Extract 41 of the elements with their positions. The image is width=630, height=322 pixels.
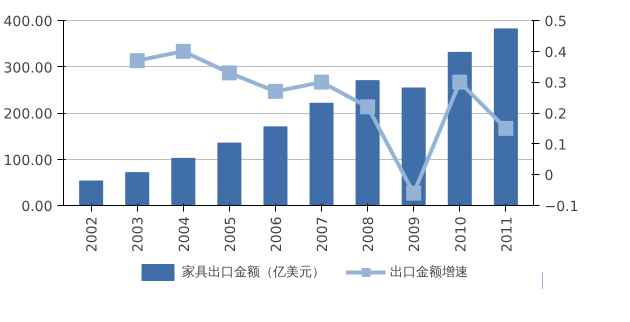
point (452, 74, 468, 90)
y2-tick-label: 0 (544, 168, 554, 184)
y-tick-label: 200.00 (4, 106, 53, 122)
x-tick-label: 2006 (268, 216, 285, 252)
point (498, 120, 514, 136)
point (222, 65, 237, 80)
y-tick-label: 400.00 (4, 14, 53, 30)
x-tick-label: 2003 (130, 216, 147, 252)
y2-tick-label: 0.5 (544, 14, 567, 30)
x-tick-label: 2004 (176, 216, 193, 252)
bar (125, 172, 150, 206)
y-tick-label: 300.00 (4, 60, 53, 76)
legend-label: 家具出口金额（亿美元） (182, 264, 325, 281)
bar (494, 28, 518, 206)
y2-tick-label: −0.1 (544, 199, 578, 215)
x-tick-label: 2002 (84, 216, 101, 252)
point (360, 99, 376, 114)
bar (79, 180, 104, 206)
y2-tick-label: 0.1 (544, 137, 567, 154)
point (406, 186, 422, 201)
x-tick-label: 2005 (222, 216, 239, 252)
legend-label: 出口金额增速 (390, 264, 468, 281)
y-tick-label: 0.00 (21, 199, 52, 215)
bar (448, 52, 472, 206)
y2-tick-label: 0.4 (544, 44, 567, 61)
x-tick-label: 2008 (361, 216, 378, 252)
bar (263, 126, 288, 206)
point (268, 84, 283, 99)
y2-tick-label: 0.2 (544, 106, 567, 122)
y2-tick-label: 0.3 (544, 76, 567, 92)
point (176, 44, 191, 59)
x-tick-label: 2010 (453, 216, 470, 252)
point (130, 53, 145, 68)
bar (217, 142, 242, 206)
x-tick-label: 2009 (407, 216, 424, 252)
point (314, 74, 330, 90)
bar (171, 158, 196, 206)
y-tick-label: 100.00 (4, 152, 53, 169)
x-tick-label: 2011 (499, 216, 516, 252)
x-tick-label: 2007 (315, 216, 332, 252)
bar (310, 102, 334, 206)
